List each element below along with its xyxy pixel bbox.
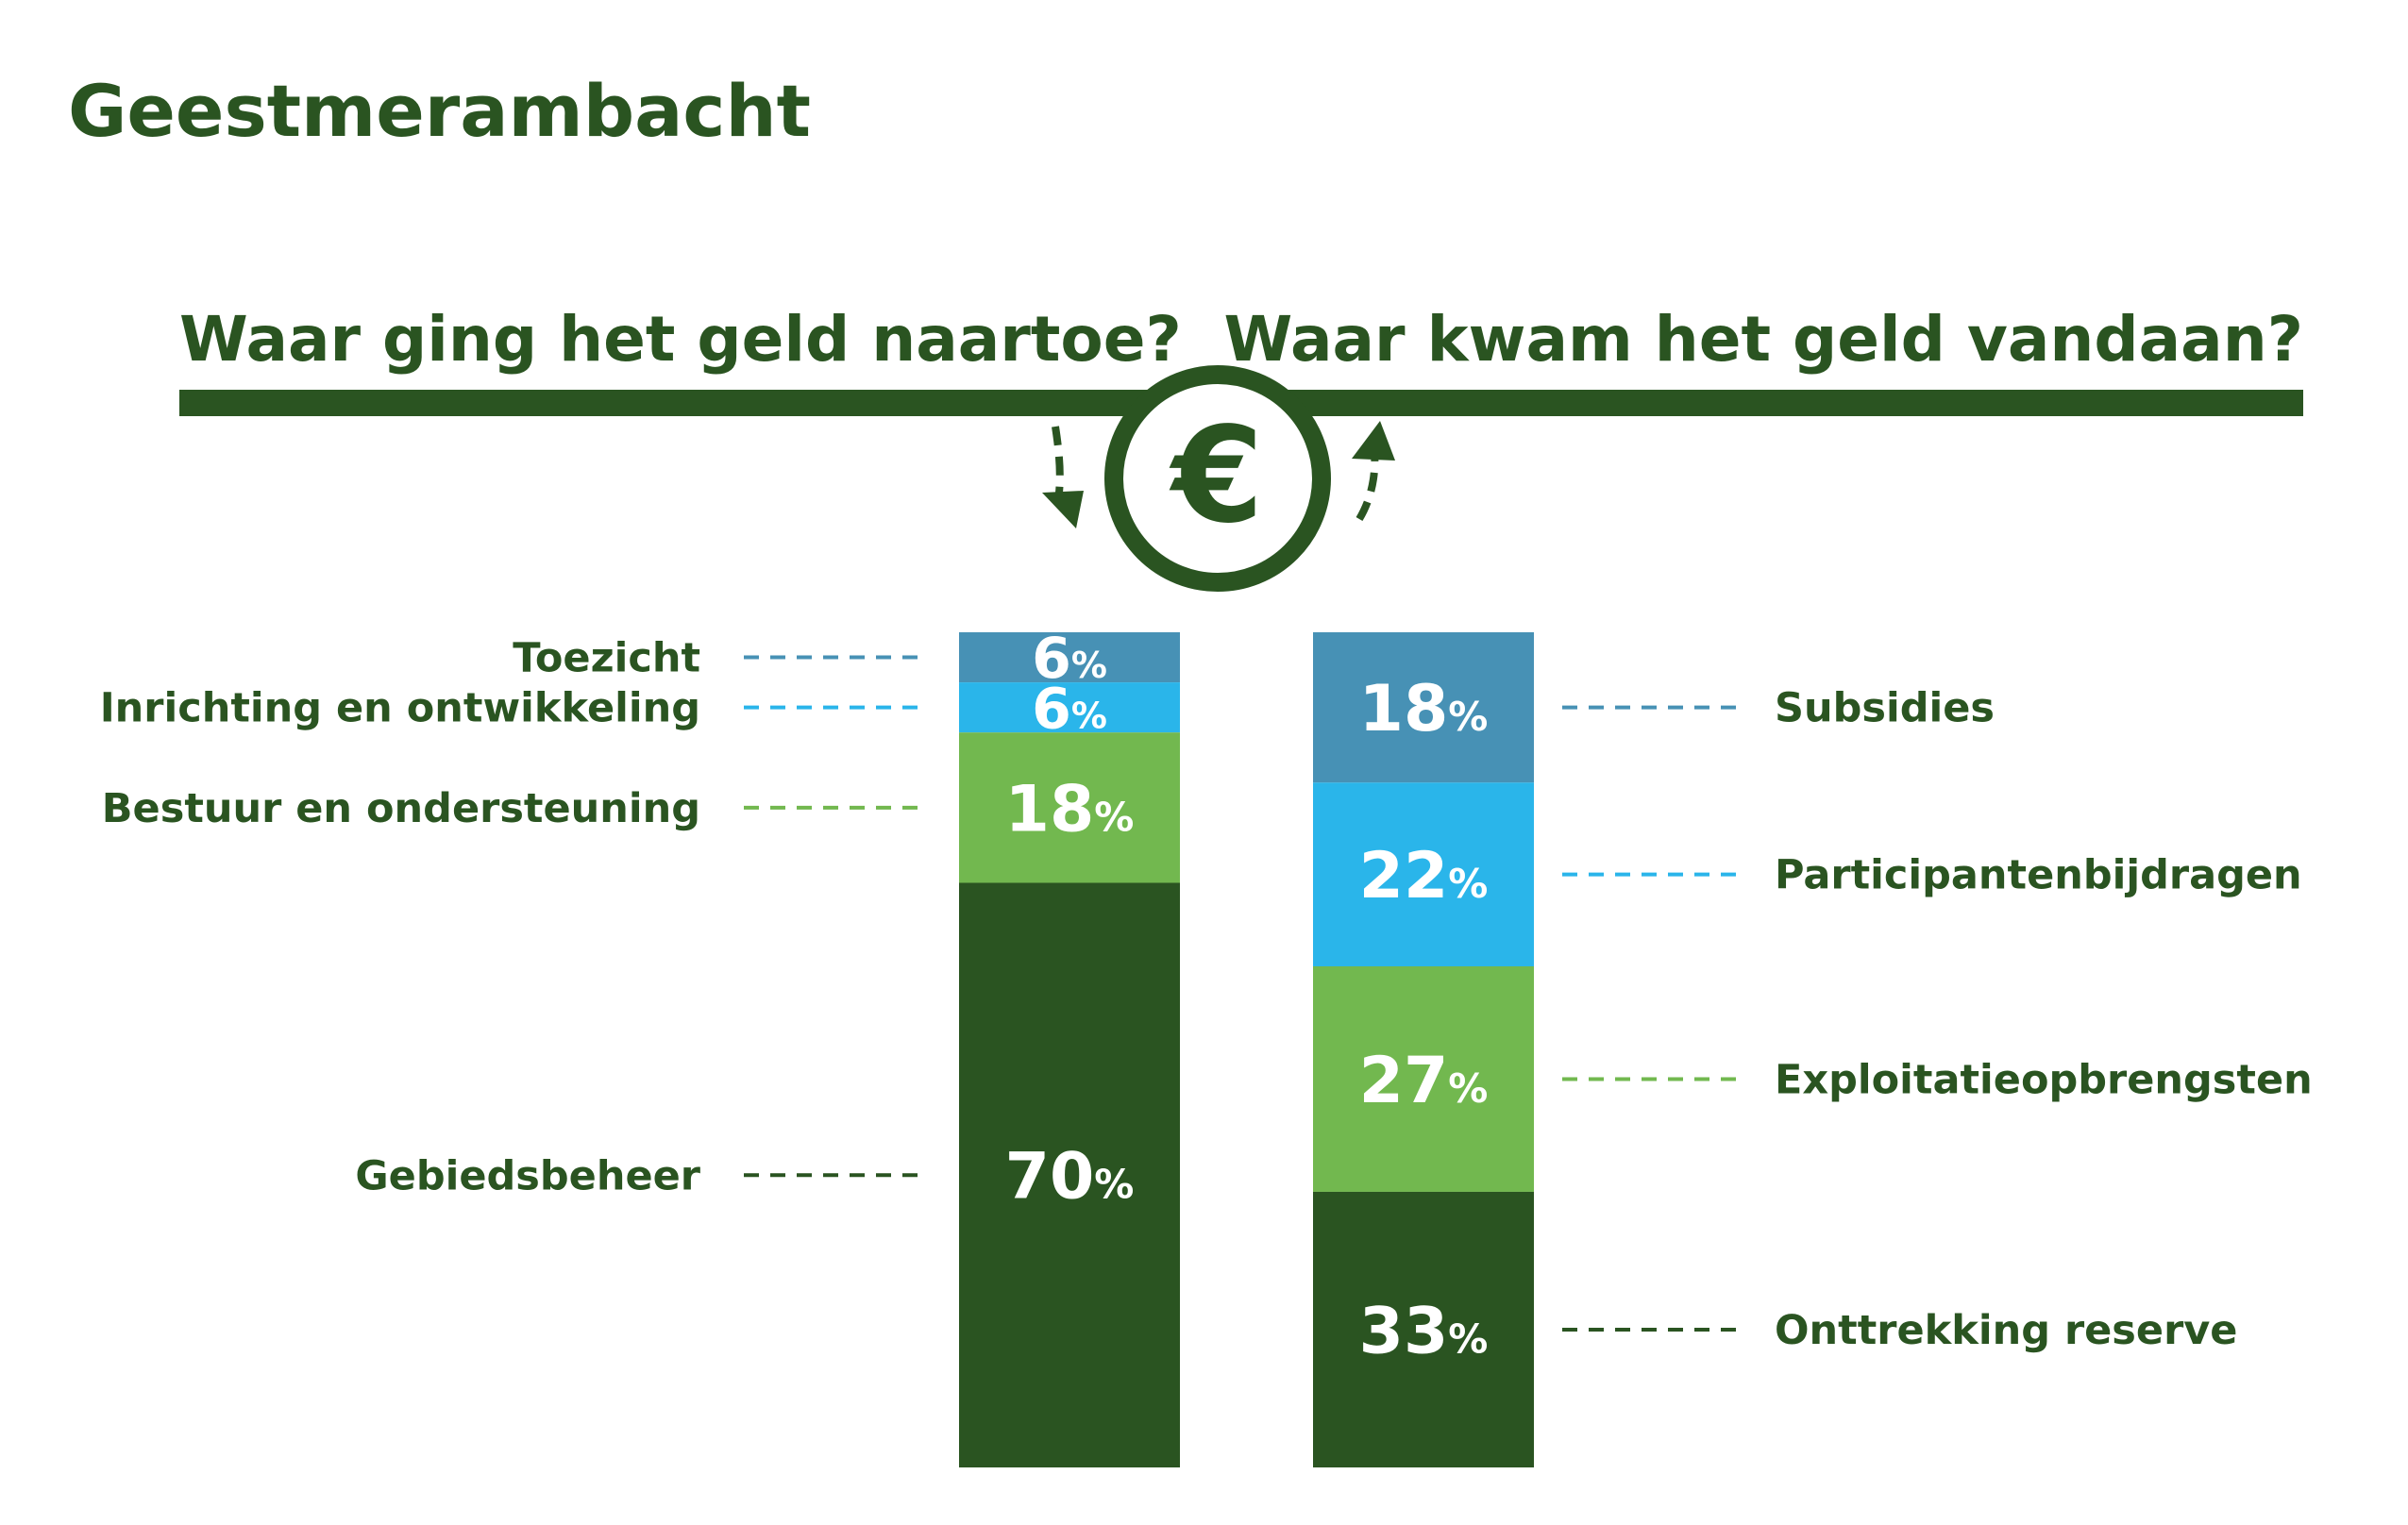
value-label-gebiedsbeheer: 70% <box>1005 1140 1135 1215</box>
bar-segment-participantenbijdragen <box>1313 782 1534 966</box>
page-title: Geestmerambacht <box>68 69 811 153</box>
value-label-participantenbijdragen: 22% <box>1359 839 1489 913</box>
arrow-up-head <box>1352 421 1395 461</box>
value-label-exploitatieopbrengsten: 27% <box>1359 1044 1489 1118</box>
bar-segment-gebiedsbeheer <box>959 882 1180 1467</box>
value-label-inrichting-en-ontwikkeling: 6% <box>1032 676 1107 742</box>
value-label-toezicht: 6% <box>1032 626 1107 692</box>
heading-income: Waar kwam het geld vandaan? <box>1224 303 2303 376</box>
value-label-onttrekking-reserve: 33% <box>1359 1294 1489 1368</box>
category-label-exploitatieopbrengsten: Exploitatieopbrengsten <box>1775 1056 2313 1103</box>
bar-segment-exploitatieopbrengsten <box>1313 966 1534 1192</box>
category-label-toezicht: Toezicht <box>513 635 700 682</box>
category-label-participantenbijdragen: Participantenbijdragen <box>1775 852 2302 899</box>
euro-icon: € <box>1169 399 1263 553</box>
category-label-onttrekking-reserve: Onttrekking reserve <box>1775 1307 2237 1354</box>
value-label-bestuur-en-ondersteuning: 18% <box>1005 772 1135 846</box>
bar-segment-toezicht <box>959 632 1180 683</box>
bar-segment-onttrekking-reserve <box>1313 1191 1534 1467</box>
euro-circle <box>1104 365 1331 592</box>
category-label-bestuur-en-ondersteuning: Bestuur en ondersteuning <box>102 785 700 832</box>
arrow-down-icon <box>1052 426 1064 494</box>
arrow-down-head <box>1042 491 1084 528</box>
bar-segment-inrichting-en-ontwikkeling <box>959 682 1180 733</box>
bar-segment-subsidies <box>1313 632 1534 783</box>
category-label-subsidies: Subsidies <box>1775 685 1995 732</box>
arrow-up-icon <box>1356 450 1379 522</box>
heading-expenses: Waar ging het geld naartoe? <box>179 303 1182 376</box>
category-label-gebiedsbeheer: Gebiedsbeheer <box>355 1152 700 1199</box>
value-label-subsidies: 18% <box>1359 672 1489 746</box>
bar-segment-bestuur-en-ondersteuning <box>959 732 1180 883</box>
category-label-inrichting-en-ontwikkeling: Inrichting en ontwikkeling <box>100 685 700 732</box>
stacked-bars: 6% Toezicht 6% Inrichting en ontwikkeling 18… <box>100 626 2313 1467</box>
